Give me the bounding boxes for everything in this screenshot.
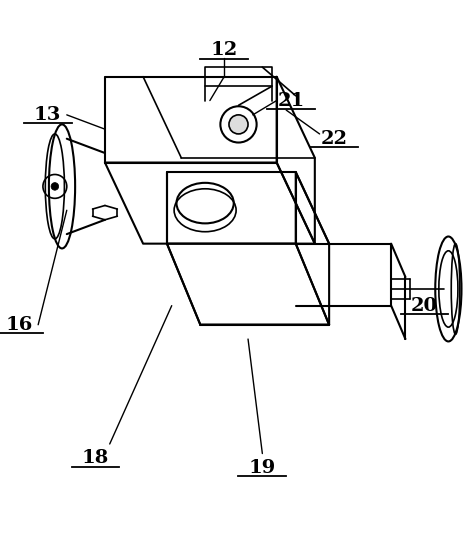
Text: 13: 13 bbox=[34, 106, 61, 124]
Text: 20: 20 bbox=[410, 297, 437, 315]
Text: 16: 16 bbox=[5, 316, 33, 334]
Circle shape bbox=[51, 182, 59, 190]
Circle shape bbox=[228, 115, 248, 134]
Text: 22: 22 bbox=[320, 129, 347, 148]
Text: 18: 18 bbox=[81, 449, 109, 467]
Text: 12: 12 bbox=[210, 42, 238, 59]
Text: 19: 19 bbox=[248, 459, 276, 477]
Text: 21: 21 bbox=[277, 91, 304, 110]
